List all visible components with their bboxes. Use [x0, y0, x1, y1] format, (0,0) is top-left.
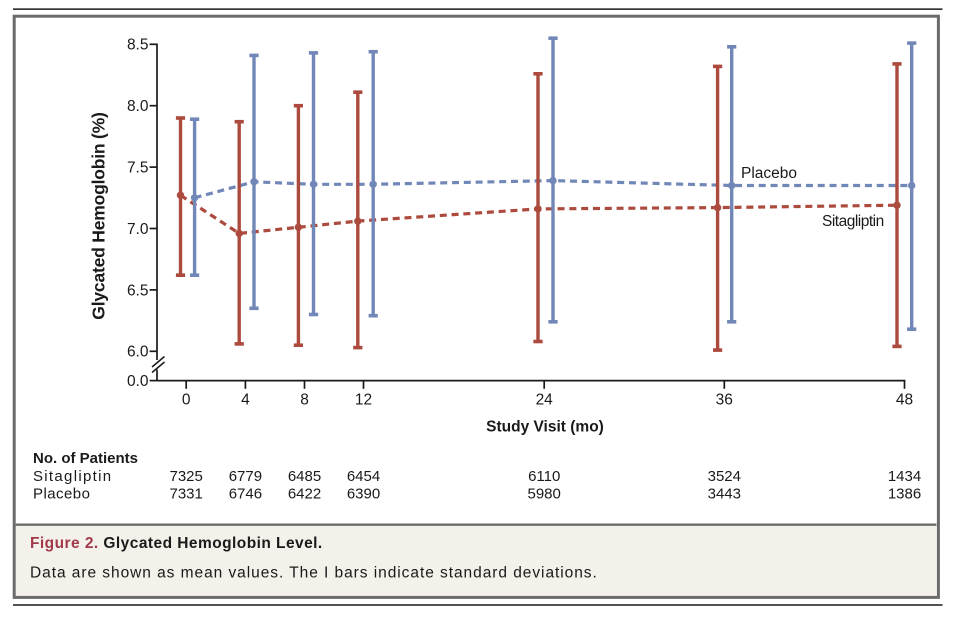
svg-text:6746: 6746	[229, 486, 262, 503]
svg-text:6454: 6454	[347, 468, 380, 485]
svg-text:5980: 5980	[528, 486, 561, 503]
svg-text:36: 36	[716, 392, 733, 409]
svg-text:7.5: 7.5	[127, 160, 149, 177]
svg-text:8.0: 8.0	[127, 98, 149, 115]
svg-text:Sitagliptin: Sitagliptin	[822, 213, 884, 230]
svg-text:7331: 7331	[170, 486, 203, 503]
svg-text:0.0: 0.0	[127, 373, 149, 390]
svg-text:Glycated Hemoglobin (%): Glycated Hemoglobin (%)	[89, 112, 109, 319]
svg-text:48: 48	[896, 392, 913, 409]
svg-text:8: 8	[300, 392, 309, 409]
svg-text:6485: 6485	[288, 468, 321, 485]
svg-text:Study Visit (mo): Study Visit (mo)	[486, 419, 604, 436]
svg-text:0: 0	[182, 392, 191, 409]
svg-text:Placebo: Placebo	[741, 165, 797, 182]
svg-text:No. of Patients: No. of Patients	[33, 450, 138, 467]
svg-text:8.5: 8.5	[127, 37, 149, 54]
svg-text:4: 4	[241, 392, 250, 409]
svg-text:6110: 6110	[528, 468, 560, 485]
svg-text:6422: 6422	[288, 486, 321, 503]
svg-text:1386: 1386	[888, 486, 921, 503]
svg-text:7.0: 7.0	[127, 221, 149, 238]
svg-text:1434: 1434	[888, 468, 921, 485]
svg-text:Data are shown as mean values.: Data are shown as mean values. The I bar…	[30, 565, 598, 582]
svg-text:7325: 7325	[170, 468, 203, 485]
svg-text:6779: 6779	[229, 468, 262, 485]
svg-text:Figure 2. Glycated Hemoglobin: Figure 2. Glycated Hemoglobin Level.	[30, 535, 323, 552]
svg-text:3524: 3524	[708, 468, 741, 485]
svg-text:6390: 6390	[347, 486, 380, 503]
svg-text:12: 12	[355, 392, 372, 409]
svg-text:Placebo: Placebo	[33, 486, 90, 503]
svg-text:Sitagliptin: Sitagliptin	[33, 468, 112, 485]
svg-text:24: 24	[536, 392, 554, 409]
svg-text:3443: 3443	[708, 486, 741, 503]
svg-text:6.5: 6.5	[127, 282, 149, 299]
svg-text:6.0: 6.0	[127, 344, 149, 361]
